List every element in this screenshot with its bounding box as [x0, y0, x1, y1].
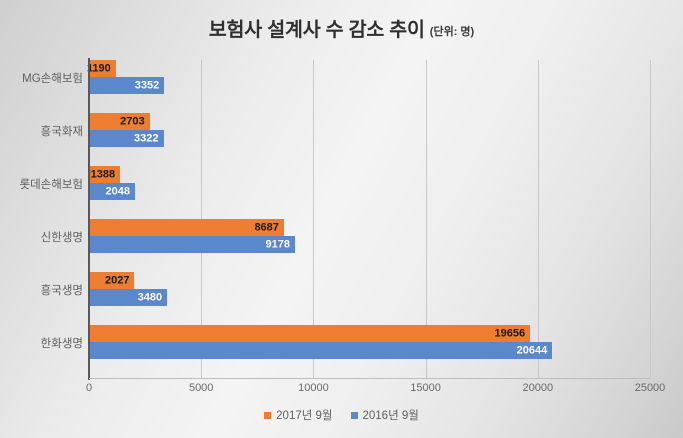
bar[interactable]: 3352	[89, 77, 165, 94]
bar[interactable]: 3480	[89, 289, 168, 306]
bar-value-label: 9178	[265, 238, 290, 250]
bar[interactable]: 2703	[89, 113, 150, 130]
bar[interactable]: 1190	[86, 60, 116, 77]
bar-value-label: 3352	[134, 79, 160, 91]
legend-item[interactable]: 2017년 9월	[264, 407, 333, 423]
legend-label: 2016년 9월	[362, 410, 419, 422]
legend-label: 2017년 9월	[276, 410, 333, 422]
bar-row: 1388	[89, 166, 650, 183]
bar-row: 9178	[89, 236, 650, 253]
bar-row: 1190	[86, 60, 650, 77]
bar[interactable]: 2048	[89, 183, 135, 200]
bar-value-label: 2048	[105, 185, 130, 197]
bar-value-label: 20644	[516, 344, 548, 356]
x-axis-tick-label: 25000	[634, 382, 666, 394]
bar[interactable]: 2027	[89, 272, 135, 289]
bar[interactable]: 8687	[89, 219, 284, 236]
bar-group: 2027 3480	[89, 272, 650, 308]
gridline	[537, 60, 539, 378]
legend-item[interactable]: 2016년 9월	[350, 407, 419, 423]
gridline	[425, 60, 427, 378]
bar[interactable]: 1388	[89, 166, 121, 183]
bar-group: 1190 3352	[86, 60, 650, 96]
y-axis-line	[88, 58, 90, 380]
bar-value-label: 1190	[86, 62, 111, 74]
bar[interactable]: 9178	[89, 236, 295, 253]
bar-value-label: 3480	[137, 291, 163, 303]
y-axis-category-label: 롯데손해보험	[19, 179, 83, 191]
bar-row: 8687	[89, 219, 650, 236]
bar[interactable]: 20644	[89, 342, 553, 359]
bar[interactable]: 19656	[89, 325, 531, 342]
x-axis-tick-label: 5000	[188, 382, 214, 394]
bar-group: 2703 3322	[89, 113, 650, 149]
bar-row: 3352	[89, 77, 650, 94]
bar-row: 3322	[89, 130, 650, 147]
bar-group: 8687 9178	[89, 219, 650, 255]
chart-title-block: 보험사 설계사 수 감소 추이 (단위: 명)	[0, 13, 683, 42]
legend-swatch-icon	[264, 411, 272, 419]
y-axis-category-label: 한화생명	[40, 338, 83, 350]
plot-area: 1190 3352 2703 3322 1388 2048 8687 9178 2027 3480…	[86, 60, 651, 378]
bar-group: 1388 2048	[89, 166, 650, 202]
legend-swatch-icon	[350, 411, 358, 419]
bar-row: 2048	[89, 183, 650, 200]
bar-row: 3480	[89, 289, 650, 306]
y-axis-category-label: MG손해보험	[22, 73, 83, 85]
gridline	[313, 60, 315, 378]
bar-row: 2027	[89, 272, 650, 289]
bar-row: 2703	[89, 113, 650, 130]
y-axis-category-label: 신한생명	[40, 232, 83, 244]
x-axis-tick-label: 0	[85, 382, 93, 394]
bar-row: 19656	[89, 325, 650, 342]
bar-value-label: 3322	[134, 132, 159, 144]
x-axis-tick-label: 20000	[522, 382, 554, 394]
x-axis-line	[89, 378, 651, 379]
bar-value-label: 19656	[494, 327, 526, 339]
y-axis-category-label: 흥국화재	[40, 126, 83, 138]
bar-value-label: 1388	[90, 168, 116, 180]
bar-group: 19656 20644	[89, 325, 650, 361]
bar-value-label: 2703	[120, 115, 145, 127]
bar-row: 20644	[89, 342, 650, 359]
bar[interactable]: 3322	[89, 130, 164, 147]
bar-value-label: 8687	[254, 221, 279, 233]
bar-value-label: 2027	[105, 274, 130, 286]
chart-legend: 2017년 9월 2016년 9월	[0, 407, 683, 423]
x-axis-tick-label: 15000	[410, 382, 441, 394]
y-axis-category-label: 흥국생명	[40, 285, 83, 297]
x-axis-tick-label: 10000	[298, 382, 329, 394]
page-title: 보험사 설계사 수 감소 추이	[208, 19, 425, 41]
chart-subtitle: (단위: 명)	[429, 26, 475, 38]
gridline	[650, 60, 651, 378]
